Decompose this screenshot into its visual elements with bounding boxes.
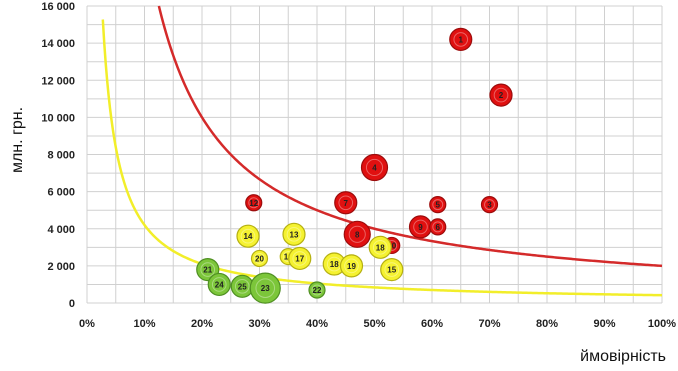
bubble-label: 25 xyxy=(238,282,247,291)
bubble-label: 9 xyxy=(418,223,423,232)
bubble-label: 21 xyxy=(203,266,212,275)
bubble-label: 20 xyxy=(255,254,264,263)
bubble-label: 23 xyxy=(261,284,270,293)
x-tick-label: 0% xyxy=(79,318,95,330)
y-tick-label: 12 000 xyxy=(41,75,75,87)
bubble-6 xyxy=(429,218,447,236)
x-tick-label: 100% xyxy=(648,318,676,330)
bubble-label: 12 xyxy=(249,199,258,208)
x-tick-label: 40% xyxy=(306,318,328,330)
bubble-inner-ring xyxy=(292,251,308,266)
bubble-inner-ring xyxy=(484,199,495,211)
y-tick-label: 10 000 xyxy=(41,112,75,124)
bubble-12 xyxy=(245,194,263,212)
bubble-4 xyxy=(360,153,389,182)
bubble-7 xyxy=(334,191,358,215)
x-tick-label: 20% xyxy=(191,318,213,330)
bubble-inner-ring xyxy=(254,252,265,264)
y-axis-title: млн. грн. xyxy=(9,107,26,173)
bubble-label: 8 xyxy=(355,230,360,239)
bubble-label: 7 xyxy=(344,199,349,208)
bubble-23 xyxy=(249,272,281,304)
bubble-inner-ring xyxy=(200,262,216,277)
bubble-label: 5 xyxy=(436,201,441,210)
red-threshold-curve xyxy=(157,5,663,268)
bubble-inner-ring xyxy=(453,32,469,47)
bubble-14 xyxy=(236,224,260,248)
bubble-label: 3 xyxy=(487,201,492,210)
y-tick-label: 14 000 xyxy=(41,38,75,50)
y-tick-label: 16 000 xyxy=(41,1,75,13)
bubble-15 xyxy=(380,257,404,282)
bubble-inner-ring xyxy=(432,199,444,211)
x-tick-label: 10% xyxy=(133,318,155,330)
bubble-label: 19 xyxy=(347,262,356,271)
x-tick-label: 60% xyxy=(421,318,443,330)
bubble-label: 22 xyxy=(313,286,322,295)
y-tick-label: 4 000 xyxy=(47,224,75,236)
bubble-label: 24 xyxy=(215,280,224,289)
bubble-17 xyxy=(288,246,312,271)
bubble-18 xyxy=(368,235,392,259)
axis-tick-labels: 0% 10% 20% 30% 40% 50% 60% 70% 80% 90% 100% 0 2 000 4… xyxy=(41,1,676,330)
y-tick-label: 2 000 xyxy=(47,261,75,273)
bubble-inner-ring xyxy=(372,239,388,255)
bubble-22 xyxy=(308,281,326,299)
bubble-5 xyxy=(429,196,447,214)
bubble-24 xyxy=(207,272,231,297)
y-tick-label: 6 000 xyxy=(47,187,75,199)
bubble-inner-ring xyxy=(211,277,227,292)
bubble-3 xyxy=(480,196,499,214)
x-tick-label: 70% xyxy=(478,318,500,330)
bubble-inner-ring xyxy=(234,278,250,294)
yellow-threshold-curve xyxy=(101,19,663,297)
bubble-inner-ring xyxy=(240,228,256,244)
bubble-inner-ring xyxy=(348,225,366,243)
x-tick-label: 90% xyxy=(593,318,615,330)
bubble-label: 14 xyxy=(244,232,253,241)
bubble-inner-ring xyxy=(344,258,359,274)
bubble-label: 18 xyxy=(376,243,385,252)
bubble-label: 15 xyxy=(387,266,396,275)
bubble-8 xyxy=(343,220,371,248)
y-tick-label: 8 000 xyxy=(47,150,75,162)
bubble-13 xyxy=(282,222,306,246)
bubble-inner-ring xyxy=(493,87,509,103)
x-tick-label: 30% xyxy=(248,318,270,330)
x-axis-title: ймовірність xyxy=(580,348,666,365)
bubble-label: 18 xyxy=(330,260,339,269)
bubble-inner-ring xyxy=(365,158,384,177)
bubble-inner-ring xyxy=(248,197,260,209)
x-tick-label: 50% xyxy=(363,318,385,330)
bubble-1 xyxy=(449,27,473,52)
y-tick-label: 0 xyxy=(69,298,75,310)
bubble-label: 2 xyxy=(499,91,504,100)
bubble-20 xyxy=(250,249,269,268)
bubble-19 xyxy=(339,254,364,278)
bubble-label: 10 xyxy=(387,241,396,250)
x-tick-label: 80% xyxy=(536,318,558,330)
bubble-inner-ring xyxy=(413,219,428,235)
bubble-label: 4 xyxy=(372,163,377,172)
bubble-label: 13 xyxy=(290,230,299,239)
bubble-inner-ring xyxy=(255,278,276,298)
bubble-2 xyxy=(489,83,513,107)
bubble-inner-ring xyxy=(384,262,400,277)
threshold-curves xyxy=(101,5,663,297)
bubble-label: 1 xyxy=(459,35,464,44)
bubble-label: 6 xyxy=(436,223,441,232)
risk-bubbles: 1245371281096141318201617181915212425232… xyxy=(196,27,513,304)
bubble-inner-ring xyxy=(286,226,302,242)
bubble-inner-ring xyxy=(311,284,323,296)
bubble-inner-ring xyxy=(432,221,444,233)
bubble-label: 17 xyxy=(295,254,304,263)
bubble-inner-ring xyxy=(338,195,354,211)
